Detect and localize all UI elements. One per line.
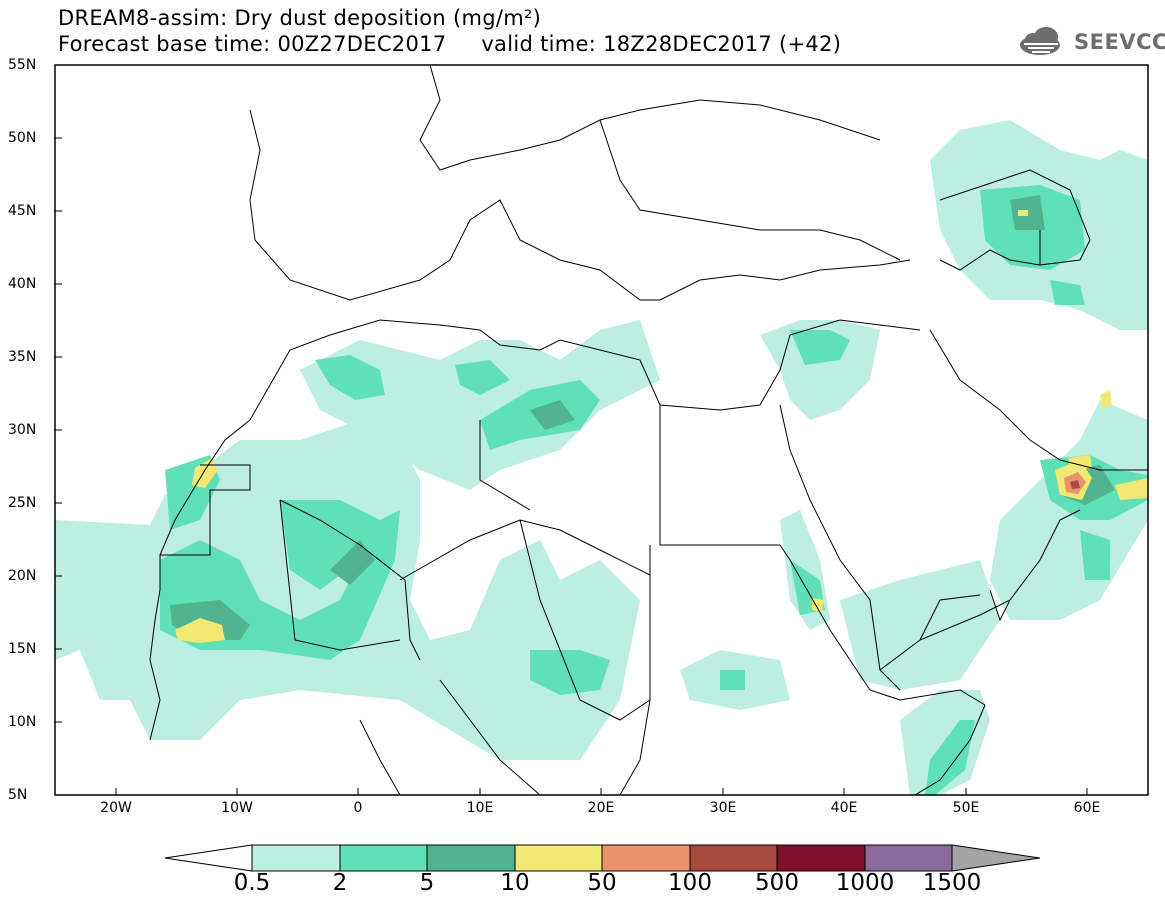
lat-label: 10N	[8, 714, 37, 730]
deposition-band-100-500	[1070, 480, 1080, 489]
colorbar-label: 5	[419, 870, 435, 896]
lat-label: 15N	[8, 641, 37, 657]
lat-label: 45N	[8, 203, 37, 219]
colorbar-segment-5	[601, 844, 691, 872]
colorbar-label: 1000	[835, 870, 895, 896]
colorbar-segment-over	[951, 844, 1041, 872]
colorbar-segment-7	[776, 844, 866, 872]
lat-label: 40N	[8, 276, 37, 292]
lat-label: 35N	[8, 349, 37, 365]
colorbar-label: 500	[755, 870, 799, 896]
forecast-time-subtitle: Forecast base time: 00Z27DEC2017 valid t…	[58, 32, 842, 56]
colorbar-segment-6	[689, 844, 778, 872]
colorbar-label: 50	[587, 870, 617, 896]
coastlines-and-borders	[149, 65, 1148, 795]
lat-label: 25N	[8, 495, 37, 511]
seevccc-logo	[1020, 27, 1060, 55]
logo-text: SEEVCCC	[1074, 30, 1165, 54]
colorbar-segment-under	[164, 844, 253, 872]
lat-label: 50N	[8, 130, 37, 146]
lat-label: 20N	[8, 568, 37, 584]
lat-label: 5N	[8, 787, 28, 803]
lon-label: 40E	[830, 800, 858, 816]
colorbar-label: 0.5	[233, 870, 271, 896]
lat-label: 30N	[8, 422, 37, 438]
colorbar-segment-1	[251, 844, 341, 872]
lon-label: 20E	[587, 800, 615, 816]
colorbar-segment-8	[864, 844, 953, 872]
lat-label: 55N	[8, 57, 37, 73]
colorbar-segment-4	[514, 844, 603, 872]
lon-label: 50E	[952, 800, 980, 816]
deposition-fields	[55, 65, 1148, 795]
colorbar-label: 100	[668, 870, 712, 896]
lon-label: 20W	[100, 800, 132, 816]
lon-label: 10E	[466, 800, 494, 816]
colorbar-label: 1500	[922, 870, 982, 896]
colorbar-segment-2	[339, 844, 428, 872]
map-title: DREAM8-assim: Dry dust deposition (mg/m²…	[58, 6, 542, 30]
lon-label: 60E	[1073, 800, 1101, 816]
axis-ticks	[55, 64, 1088, 795]
cloud-icon	[1020, 27, 1060, 55]
colorbar-segment-3	[426, 844, 516, 872]
colorbar-label: 10	[500, 870, 530, 896]
colorbar-label: 2	[332, 870, 348, 896]
lon-label: 30E	[709, 800, 737, 816]
lon-label: 10W	[221, 800, 253, 816]
colorbar	[164, 844, 1041, 872]
lon-label: 0	[353, 800, 363, 816]
